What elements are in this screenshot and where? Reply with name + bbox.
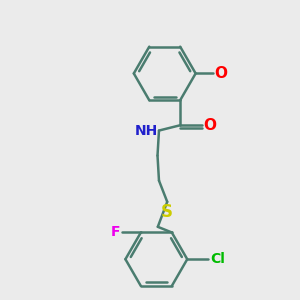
Text: NH: NH (134, 124, 158, 137)
Text: O: O (214, 66, 227, 81)
Text: F: F (111, 225, 120, 239)
Text: O: O (204, 118, 217, 133)
Text: Cl: Cl (210, 252, 225, 266)
Text: S: S (161, 203, 173, 221)
